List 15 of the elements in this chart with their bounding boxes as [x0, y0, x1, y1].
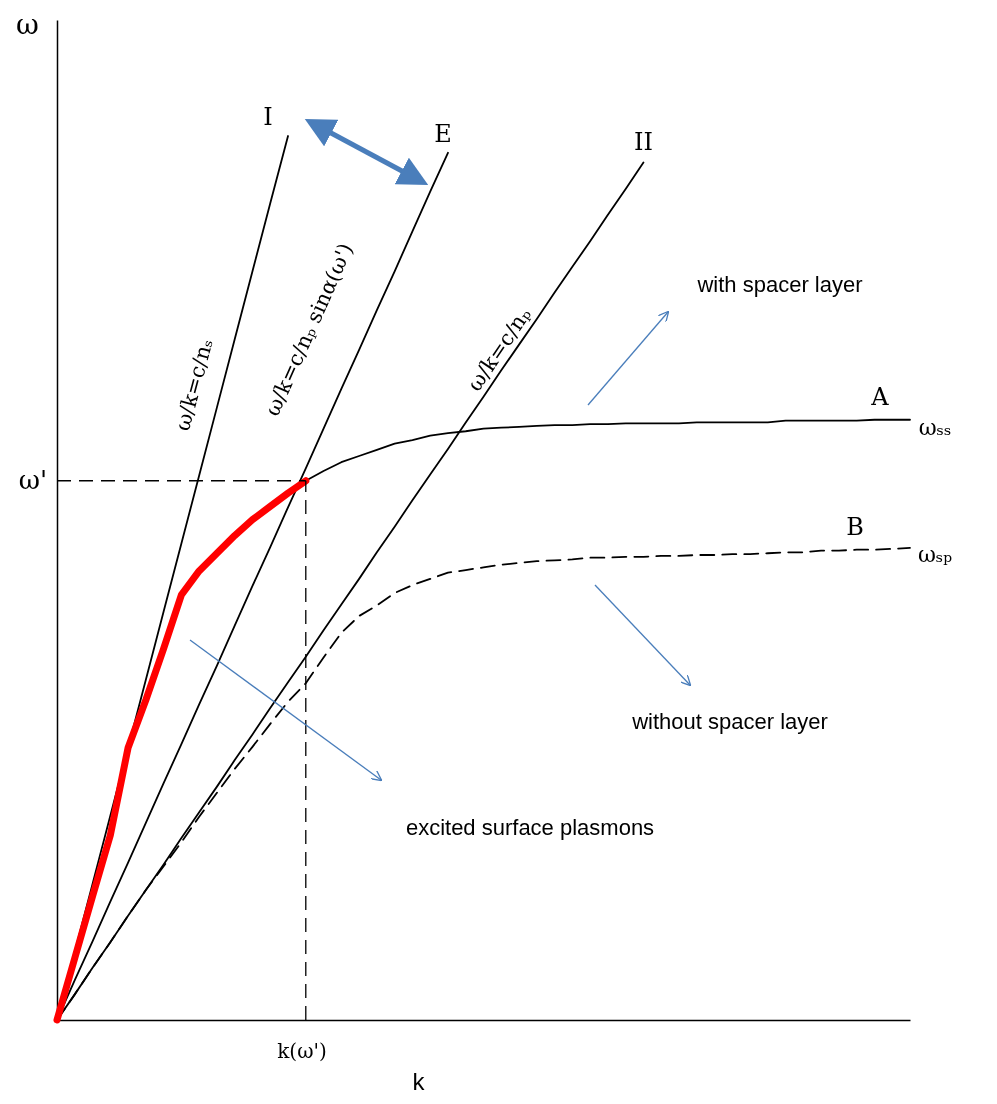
y-axis-title: ω [16, 7, 39, 41]
text: ωₛₚ [917, 542, 953, 567]
annotation: excited surface plasmons [405, 815, 655, 840]
series-label: E [434, 119, 452, 148]
x-axis-title: k [412, 1067, 426, 1095]
text: k(ω') [277, 1039, 327, 1063]
series-label: I [263, 103, 273, 131]
ref-line-label: ω' [18, 464, 48, 495]
series-label: II [633, 127, 653, 156]
series-label: A [870, 382, 890, 411]
series-label: B [846, 512, 864, 541]
annotation: with spacer layer [696, 272, 863, 297]
annotation: ω/k=c/nₛ [170, 336, 218, 434]
text: ωₛₛ [918, 415, 952, 440]
annotation: without spacer layer [631, 709, 828, 734]
